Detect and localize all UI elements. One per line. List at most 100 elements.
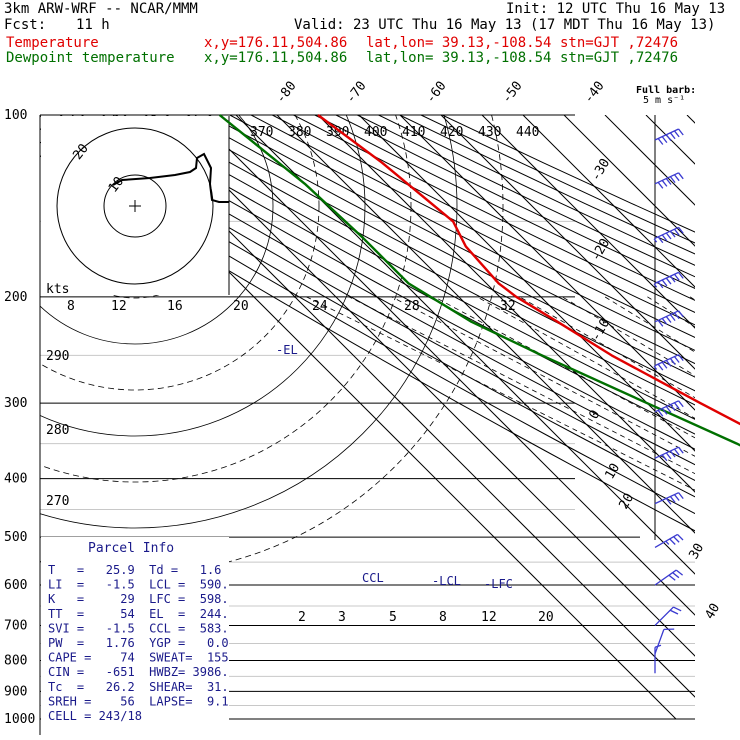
dry-adiabat-line — [40, 128, 695, 498]
mixing-ratio-label: 20 — [538, 610, 554, 625]
parcel-info-row: T = 25.9 Td = 1.6 — [48, 563, 221, 577]
mixing-ratio-label: 3 — [338, 610, 346, 625]
hodograph-speed-label: 24 — [312, 299, 328, 314]
wind-barb-flag — [669, 230, 676, 238]
wind-barb-flag — [673, 536, 680, 543]
dry-adiabat-line — [40, 141, 695, 515]
wind-barb-flag — [661, 180, 668, 187]
isotherm-label: -40 — [581, 79, 607, 107]
wind-barb-flag — [673, 273, 680, 281]
hodograph-speed-ring — [40, 115, 274, 345]
wind-barb — [654, 310, 684, 327]
wind-barb-flag — [675, 569, 684, 576]
dry-adiabat-line — [40, 155, 695, 532]
wind-barb-flag — [673, 606, 682, 612]
dry-adiabat-line — [123, 115, 695, 420]
wind-barb — [653, 226, 684, 244]
wind-barb-flag — [677, 534, 684, 541]
isotherm-label: 40 — [702, 601, 723, 622]
wind-barb-flag — [669, 132, 676, 140]
isotherm-line — [399, 115, 695, 411]
dry-adiabat-line — [80, 115, 695, 450]
dry-adiabat-line — [229, 115, 695, 351]
wind-barb-flag — [669, 176, 676, 184]
wind-barb-flag — [678, 226, 684, 234]
wind-barb-flag — [678, 271, 684, 279]
hodograph-trace — [112, 152, 229, 203]
dry-adiabat-line — [272, 115, 695, 326]
pressure-label: 700 — [4, 618, 27, 633]
wind-barb-flag — [669, 450, 676, 458]
wind-barb-flag — [665, 406, 672, 413]
theta-label: 440 — [516, 125, 539, 140]
wind-barb-flag — [673, 494, 680, 501]
wind-barb-staff — [654, 629, 665, 655]
hodograph-speed-label: 16 — [167, 299, 183, 314]
theta-label: 370 — [250, 125, 273, 140]
temperature-xy: x,y=176.11,504.86 — [204, 35, 348, 51]
wind-barb-flag — [669, 609, 679, 615]
lcl-annotation: -LCL — [432, 574, 461, 588]
pressure-label: 200 — [4, 290, 27, 305]
dewpoint-trace — [218, 114, 740, 447]
wind-barb-flag — [678, 172, 684, 180]
wind-barbs — [653, 128, 684, 674]
parcel-info-row: SVI = -1.5 CCL = 583. — [48, 621, 229, 635]
wind-barb — [654, 533, 684, 549]
dry-adiabat-line — [144, 115, 695, 406]
wind-barb-flag — [665, 452, 672, 460]
wind-barb-flag — [657, 281, 664, 289]
dry-adiabat-line — [165, 115, 695, 392]
dry-adiabat-label: 290 — [46, 349, 69, 364]
wind-barb-flag — [678, 492, 684, 500]
wind-barb-flag — [673, 448, 680, 456]
wind-barb-flag — [665, 316, 672, 323]
dry-adiabat-label: 270 — [46, 494, 69, 509]
dry-adiabat-line — [399, 115, 695, 255]
dry-adiabat-line — [59, 115, 695, 466]
parcel-info-row: CIN = -651 HWBZ= 3986. — [48, 665, 229, 679]
wind-barb — [654, 606, 682, 626]
moist-adiabat-line — [348, 296, 695, 475]
isotherm-label: -60 — [423, 79, 449, 107]
full-barb-label: Full barb: — [636, 85, 696, 96]
temperature-station: stn=GJT ,72476 — [560, 35, 679, 51]
dewpoint-xy: x,y=176.11,504.86 — [204, 50, 348, 66]
pressure-label: 900 — [4, 684, 27, 699]
hodograph-speed-label: 12 — [111, 299, 127, 314]
mixing-ratio-label: 2 — [298, 610, 306, 625]
pressure-label: 600 — [4, 578, 27, 593]
lfc-annotation: -LFC — [484, 577, 513, 591]
wind-barb-halfflag — [653, 365, 658, 370]
wind-barb-flag — [661, 318, 668, 325]
wind-barb-flag — [669, 275, 676, 283]
valid-time: Valid: 23 UTC Thu 16 May 13 (17 MDT Thu … — [294, 17, 716, 33]
pressure-label: 500 — [4, 530, 27, 545]
wind-barb — [654, 400, 684, 417]
moist-adiabat-line — [689, 296, 695, 301]
parcel-info-row: CELL = 243/18 — [48, 709, 142, 723]
dry-adiabat-line — [187, 115, 695, 378]
isotherm-label: 0 — [586, 408, 603, 422]
forecast-hour: 11 h — [76, 17, 110, 33]
parcel-info-row: Tc = 26.2 SHEAR= 31. — [48, 680, 229, 694]
wind-barb-flag — [661, 454, 668, 462]
wind-barb-flag — [678, 310, 684, 318]
moist-adiabat-line — [733, 297, 740, 719]
hodograph-speed-label: 8 — [67, 299, 75, 314]
wind-barb-flag — [669, 404, 676, 411]
parcel-info-row: K = 29 LFC = 598. — [48, 592, 229, 606]
wind-barb — [654, 628, 675, 655]
theta-label: 390 — [326, 125, 349, 140]
wind-barb — [654, 446, 684, 462]
wind-barb — [654, 644, 662, 674]
wind-barb-halfflag — [653, 238, 658, 243]
model-title: 3km ARW-WRF -- NCAR/MMM — [4, 1, 198, 17]
wind-barb-flag — [661, 361, 668, 369]
wind-barb-flag — [678, 354, 684, 362]
moist-adiabat-line — [647, 296, 695, 328]
theta-label: 400 — [364, 125, 387, 140]
hodograph-units-label: kts — [46, 282, 69, 297]
